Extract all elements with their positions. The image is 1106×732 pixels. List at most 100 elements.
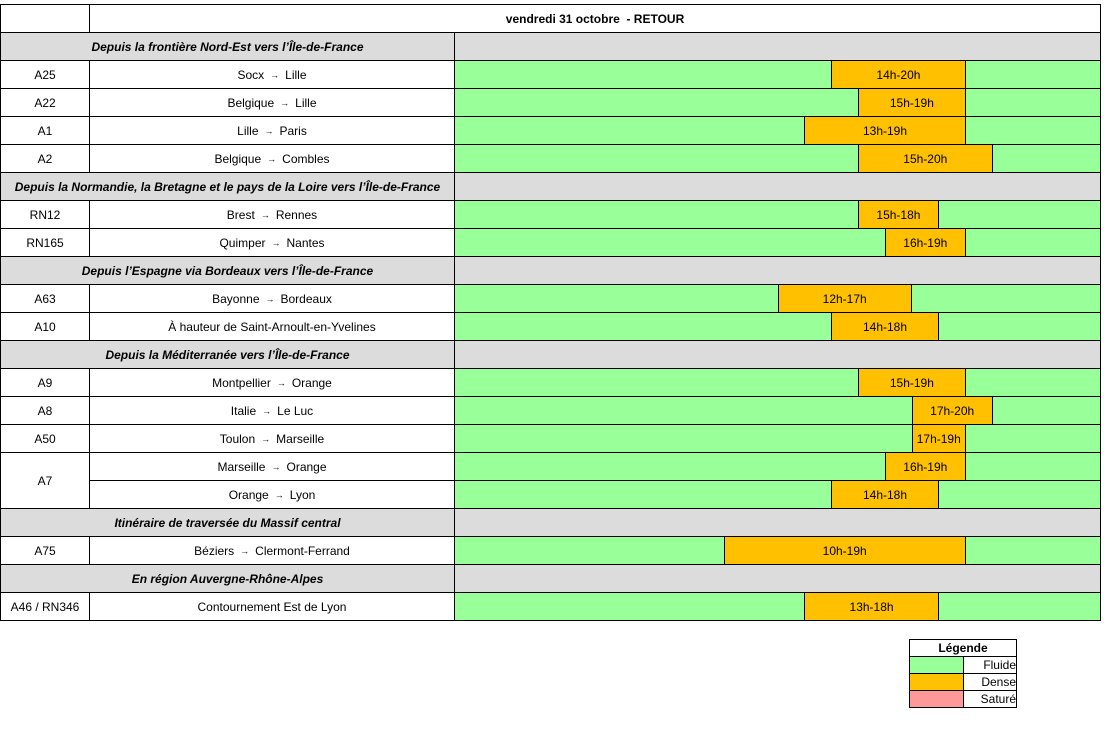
route-from: Belgique (214, 151, 262, 166)
section-timeline-cell (453, 32, 1102, 61)
route-cell: Montpellier → Orange (89, 368, 455, 397)
route-to: Combles (282, 151, 330, 166)
table-row: A22 Belgique → Lille 15h-19h (0, 88, 1102, 117)
route-cell: Quimper → Nantes (89, 228, 455, 257)
dense-time-slot: 14h-20h (831, 61, 966, 88)
arrow-right-icon: → (271, 237, 281, 248)
route-from: Marseille (217, 459, 266, 474)
legend-label-fluide: Fluide (963, 656, 1017, 674)
route-cell: À hauteur de Saint-Arnoult-en-Yvelines (89, 312, 455, 341)
arrow-right-icon: → (260, 209, 270, 220)
table-row: RN165 Quimper → Nantes 16h-19h (0, 228, 1102, 257)
arrow-right-icon: → (265, 293, 275, 304)
route-from: Bayonne (212, 291, 260, 306)
route-cell: Brest → Rennes (89, 200, 455, 229)
section-row: En région Auvergne-Rhône-Alpes (0, 564, 1102, 593)
route-to: Nantes (286, 235, 325, 250)
arrow-right-icon: → (274, 489, 284, 500)
slot-label: 14h-18h (862, 487, 908, 502)
slot-label: 15h-19h (889, 95, 934, 110)
slot-label: 17h-19h (916, 431, 961, 446)
route-to: Lille (285, 67, 307, 82)
route-from: Orange (228, 487, 269, 502)
road-code: A46 / RN346 (0, 592, 90, 621)
route-from: Brest (226, 207, 255, 222)
dense-time-slot: 17h-20h (911, 397, 993, 424)
road-code: A22 (0, 88, 90, 117)
route-to: Bordeaux (280, 291, 332, 306)
route-from: Belgique (227, 95, 275, 110)
legend-label-dense: Dense (963, 673, 1017, 691)
route-from: Toulon (219, 431, 256, 446)
route-from: Quimper (219, 235, 266, 250)
route-cell: Lille → Paris (89, 116, 455, 145)
section-timeline-cell (453, 564, 1102, 593)
legend-row: Dense (909, 673, 1017, 691)
slot-label: 15h-18h (876, 207, 921, 222)
section-row: Depuis la Normandie, la Bretagne et le p… (0, 172, 1102, 201)
slot-label: 13h-19h (862, 123, 908, 138)
slot-label: 14h-18h (862, 319, 908, 334)
route-to: Clermont-Ferrand (255, 543, 350, 558)
table-row: A63 Bayonne → Bordeaux 12h-17h (0, 284, 1102, 313)
timeline-cell: 15h-19h (453, 368, 1102, 397)
arrow-right-icon: → (262, 405, 272, 416)
dense-time-slot: 14h-18h (831, 313, 939, 340)
dense-time-slot: 15h-19h (858, 89, 966, 116)
road-code: A1 (0, 116, 90, 145)
dense-time-slot: 17h-19h (911, 425, 966, 452)
slot-label: 13h-18h (849, 599, 894, 614)
arrow-right-icon: → (261, 433, 271, 444)
dense-swatch (909, 673, 964, 691)
timeline-cell: 17h-19h (453, 424, 1102, 453)
arrow-right-icon: → (240, 545, 250, 556)
section-header: Depuis la Méditerranée vers l’Île-de-Fra… (0, 340, 455, 369)
arrow-right-icon: → (270, 69, 280, 80)
table-row: A10 À hauteur de Saint-Arnoult-en-Yvelin… (0, 312, 1102, 341)
route-from: Béziers (194, 543, 235, 558)
slot-label: 14h-20h (876, 67, 921, 82)
legend-row: Saturé (909, 690, 1017, 708)
road-code: A63 (0, 284, 90, 313)
section-header: Depuis la frontière Nord-Est vers l’Île-… (0, 32, 455, 61)
table-row: A46 / RN346 Contournement Est de Lyon 13… (0, 592, 1102, 621)
route-cell: Belgique → Combles (89, 144, 455, 173)
legend-row: Fluide (909, 656, 1017, 674)
road-code: RN12 (0, 200, 90, 229)
title-row: vendredi 31 octobre - RETOUR (0, 4, 1102, 33)
table-row: A25 Socx → Lille 14h-20h (0, 60, 1102, 89)
slot-label: 15h-20h (903, 151, 948, 166)
slot-label: 16h-19h (903, 235, 948, 250)
arrow-right-icon: → (264, 125, 274, 136)
route-cell: Contournement Est de Lyon (89, 592, 455, 621)
route-cell: Marseille → Orange (89, 452, 455, 481)
timeline-cell: 15h-19h (453, 88, 1102, 117)
dense-time-slot: 13h-19h (804, 117, 966, 144)
legend: Légende Fluide Dense Saturé (909, 639, 1017, 708)
sature-swatch (909, 690, 964, 708)
table-row: A50 Toulon → Marseille 17h-19h (0, 424, 1102, 453)
timeline-cell: 14h-20h (453, 60, 1102, 89)
slot-label: 12h-17h (822, 291, 867, 306)
fluide-swatch (909, 656, 964, 674)
timeline-cell: 16h-19h (453, 452, 1102, 481)
route-cell: Béziers → Clermont-Ferrand (89, 536, 455, 565)
traffic-forecast-table: vendredi 31 octobre - RETOUR Depuis la f… (0, 4, 1102, 621)
route-from: Montpellier (212, 375, 271, 390)
road-code: RN165 (0, 228, 90, 257)
road-code: A9 (0, 368, 90, 397)
section-timeline-cell (453, 508, 1102, 537)
slot-label: 16h-19h (903, 459, 948, 474)
legend-header-row: Légende (909, 639, 1017, 657)
table-row: RN12 Brest → Rennes 15h-18h (0, 200, 1102, 229)
route-from: Italie (230, 403, 257, 418)
section-header: Itinéraire de traversée du Massif centra… (0, 508, 455, 537)
dense-time-slot: 14h-18h (831, 481, 939, 508)
dense-time-slot: 15h-18h (858, 201, 939, 228)
section-header: Depuis l’Espagne via Bordeaux vers l’Île… (0, 256, 455, 285)
route-to: Orange (286, 459, 327, 474)
arrow-right-icon: → (276, 377, 286, 388)
timeline-cell: 15h-20h (453, 144, 1102, 173)
timeline-cell: 15h-18h (453, 200, 1102, 229)
slot-label: 17h-20h (930, 403, 975, 418)
